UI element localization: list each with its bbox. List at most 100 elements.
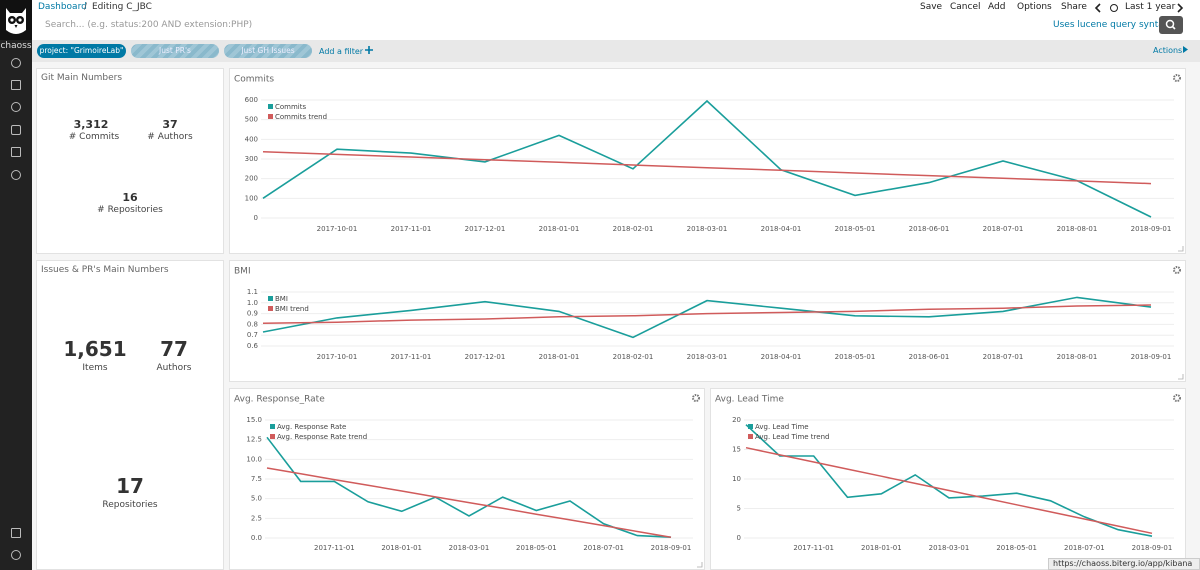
x-tick-label: 2018-07-01 xyxy=(983,225,1024,233)
nav-icon[interactable] xyxy=(11,550,21,560)
resize-handle xyxy=(1178,374,1184,380)
y-tick-label: 12.5 xyxy=(246,436,262,444)
plus-icon xyxy=(365,46,374,54)
legend-label: Commits trend xyxy=(275,113,327,121)
time-range[interactable]: Last 1 year xyxy=(1125,2,1176,12)
gear-icon xyxy=(692,394,700,402)
actions-menu[interactable]: Actions xyxy=(1153,46,1189,55)
metric-label: Authors xyxy=(156,363,192,373)
x-tick-label: 2018-05-01 xyxy=(516,544,557,552)
x-tick-label: 2017-11-01 xyxy=(391,353,432,361)
metric-panel xyxy=(36,260,224,570)
nav-icon[interactable] xyxy=(11,80,21,90)
nav-icon[interactable] xyxy=(11,528,21,538)
x-tick-label: 2018-03-01 xyxy=(929,544,970,552)
y-tick-label: 300 xyxy=(245,155,258,163)
metric-label: Items xyxy=(82,363,108,373)
y-tick-label: 100 xyxy=(245,194,258,202)
legend-label: BMI xyxy=(275,295,288,303)
series-line xyxy=(262,304,1152,325)
logo[interactable] xyxy=(0,0,32,40)
x-tick-label: 2018-07-01 xyxy=(583,544,624,552)
x-tick-label: 2017-12-01 xyxy=(465,225,506,233)
x-tick-label: 2018-06-01 xyxy=(909,225,950,233)
y-tick-label: 600 xyxy=(245,96,258,104)
resize-handle xyxy=(1178,246,1184,252)
nav-action[interactable]: Cancel xyxy=(950,2,981,12)
y-tick-label: 0.0 xyxy=(251,534,262,542)
add-filter[interactable]: Add a filter xyxy=(319,46,374,56)
series-line xyxy=(266,436,672,538)
metric-label: Repositories xyxy=(102,500,158,510)
x-tick-label: 2018-05-01 xyxy=(996,544,1037,552)
x-tick-label: 2018-08-01 xyxy=(1057,353,1098,361)
metric-value: 1,651 xyxy=(63,337,127,361)
x-tick-label: 2018-08-01 xyxy=(1057,225,1098,233)
breadcrumb-separator: / xyxy=(84,2,88,12)
panel-title: Commits xyxy=(234,75,274,85)
y-tick-label: 400 xyxy=(245,135,258,143)
metric-value: 37 xyxy=(162,118,178,131)
y-tick-label: 5 xyxy=(737,505,741,513)
series-line xyxy=(262,150,1152,185)
nav-action[interactable]: Share xyxy=(1061,2,1087,12)
x-tick-label: 2018-03-01 xyxy=(449,544,490,552)
x-tick-label: 2018-01-01 xyxy=(381,544,422,552)
y-tick-label: 20 xyxy=(732,416,741,424)
x-tick-label: 2018-03-01 xyxy=(687,353,728,361)
nav-icon[interactable] xyxy=(11,102,21,112)
breadcrumb[interactable]: Dashboard xyxy=(38,2,87,12)
y-tick-label: 0.8 xyxy=(247,320,258,328)
y-tick-label: 500 xyxy=(245,116,258,124)
x-tick-label: 2017-10-01 xyxy=(317,353,358,361)
time-picker-arrows[interactable] xyxy=(1094,2,1184,14)
series-line xyxy=(266,467,672,538)
legend-swatch xyxy=(268,104,273,109)
x-tick-label: 2018-01-01 xyxy=(539,225,580,233)
legend-label: BMI trend xyxy=(275,305,309,313)
nav-icon[interactable] xyxy=(11,147,21,157)
nav-icon[interactable] xyxy=(11,58,21,68)
x-tick-label: 2018-03-01 xyxy=(687,225,728,233)
legend-swatch xyxy=(268,114,273,119)
legend-swatch xyxy=(748,434,753,439)
metric-panel xyxy=(36,68,224,254)
y-tick-label: 0.6 xyxy=(247,342,259,350)
search-input[interactable]: Search... (e.g. status:200 AND extension… xyxy=(45,20,253,30)
brand: chaoss xyxy=(0,41,32,51)
metric-value: 16 xyxy=(122,191,138,204)
filter-pill[interactable]: Just PR's xyxy=(131,44,219,58)
gear-icon xyxy=(1173,394,1181,402)
series-line xyxy=(262,296,1152,339)
x-tick-label: 2017-12-01 xyxy=(465,353,506,361)
nav-action[interactable]: Add xyxy=(988,2,1006,12)
panel-title: BMI xyxy=(234,267,251,277)
syntax-link[interactable]: Uses lucene query syntax xyxy=(1053,20,1170,30)
x-tick-label: 2017-11-01 xyxy=(391,225,432,233)
metric-label: # Repositories xyxy=(97,205,163,215)
nav-action[interactable]: Save xyxy=(920,2,943,12)
legend-label: Avg. Lead Time xyxy=(755,423,809,431)
x-tick-label: 2018-02-01 xyxy=(613,225,654,233)
metric-value: 3,312 xyxy=(73,118,109,131)
metric-value: 77 xyxy=(160,337,188,361)
panel-title: Git Main Numbers xyxy=(41,73,123,83)
series-line xyxy=(745,446,1153,535)
nav-icon[interactable] xyxy=(11,170,21,180)
filter-pill[interactable]: project: "GrimoireLab" xyxy=(37,44,126,58)
filter-pill[interactable]: Just GH Issues xyxy=(224,44,312,58)
chart-panel xyxy=(229,68,1186,254)
metric-value: 17 xyxy=(116,474,144,498)
search-button[interactable] xyxy=(1159,16,1183,34)
nav-action[interactable]: Options xyxy=(1017,2,1052,12)
legend-swatch xyxy=(748,424,753,429)
x-tick-label: 2018-04-01 xyxy=(761,353,802,361)
metric-label: # Authors xyxy=(147,132,193,142)
y-tick-label: 0 xyxy=(737,534,741,542)
nav-icon[interactable] xyxy=(11,125,21,135)
y-tick-label: 15.0 xyxy=(246,416,262,424)
legend-swatch xyxy=(268,296,273,301)
y-tick-label: 0 xyxy=(254,214,258,222)
